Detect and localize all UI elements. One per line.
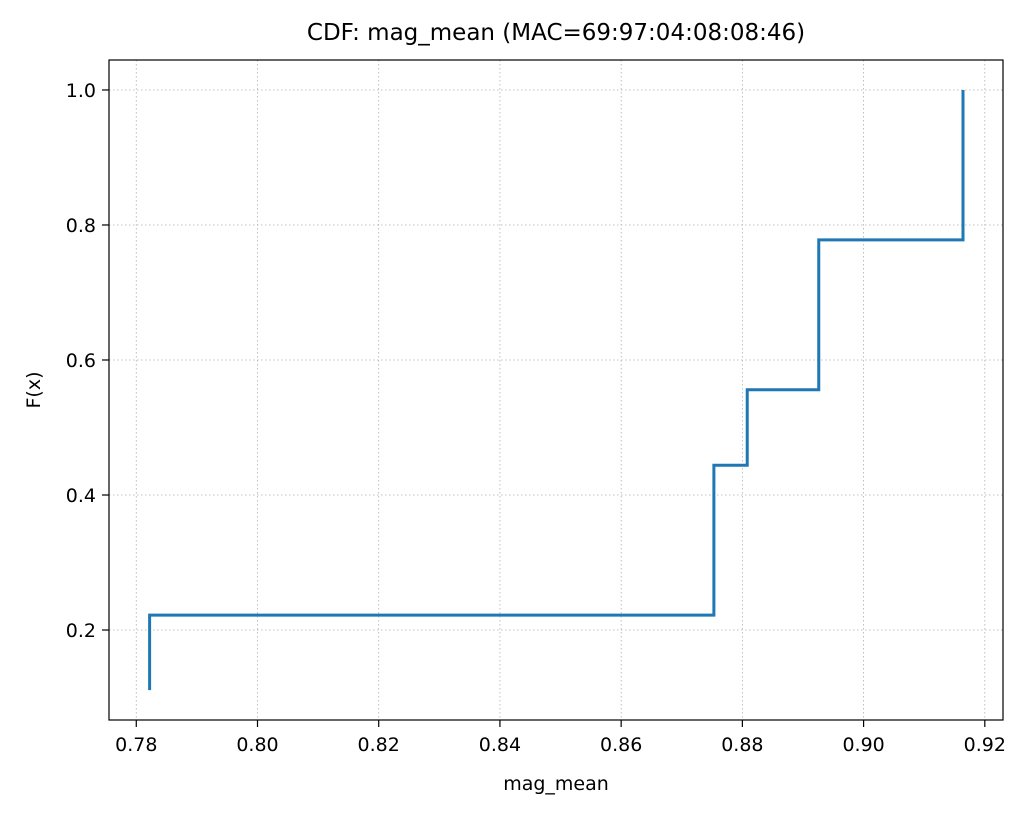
y-axis-label: F(x) [23, 372, 45, 409]
chart-title: CDF: mag_mean (MAC=69:97:04:08:08:46) [307, 20, 805, 46]
x-tick-label: 0.80 [236, 734, 278, 756]
cdf-step-line [148, 89, 965, 691]
x-tick-label: 0.84 [479, 734, 521, 756]
grid-layer [109, 60, 1003, 720]
x-tick-label: 0.90 [842, 734, 884, 756]
x-tick-label: 0.78 [115, 734, 157, 756]
y-tick-label: 0.2 [66, 620, 96, 642]
y-tick-label: 0.6 [66, 350, 96, 372]
y-axis: 0.2 0.4 0.6 0.8 1.0 [66, 80, 109, 642]
x-tick-label: 0.86 [600, 734, 642, 756]
x-tick-label: 0.92 [964, 734, 1006, 756]
y-tick-label: 0.8 [66, 215, 96, 237]
x-tick-label: 0.82 [358, 734, 400, 756]
plot-frame [108, 59, 1004, 721]
x-axis-label: mag_mean [503, 773, 609, 795]
series-layer [148, 89, 965, 691]
y-tick-label: 1.0 [66, 80, 96, 102]
y-tick-label: 0.4 [66, 485, 96, 507]
x-axis: 0.78 0.80 0.82 0.84 0.86 0.88 0.90 0.92 [115, 720, 1006, 756]
x-tick-label: 0.88 [721, 734, 763, 756]
